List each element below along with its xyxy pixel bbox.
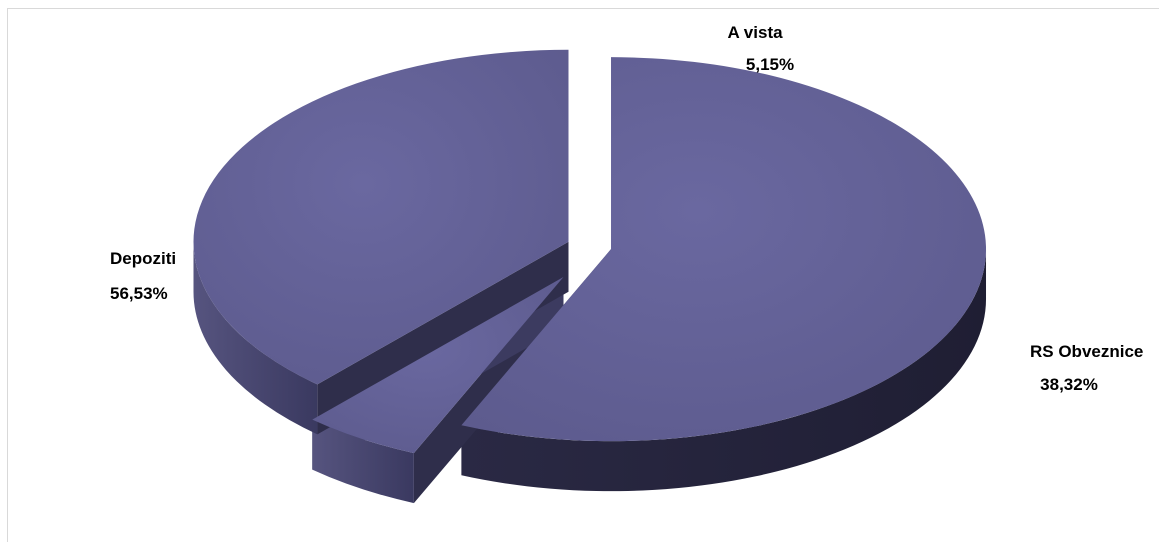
label-depoziti-value: 56,53% [110, 284, 168, 303]
slice-depoziti[interactable] [461, 57, 987, 442]
label-depoziti-name: Depoziti [110, 249, 176, 268]
slice-a-vista[interactable] [312, 277, 564, 454]
slice-rim-a-vista [312, 419, 414, 504]
label-rsobveznice-name: RS Obveznice [1030, 342, 1143, 361]
label-rsobveznice-value: 38,32% [1040, 375, 1098, 394]
label-avista-name: A vista [727, 23, 783, 42]
chart-frame [7, 8, 1159, 542]
slice-rim-rs-obveznice [193, 241, 318, 435]
slice-rim-depoziti [461, 249, 987, 492]
slice-rs-obveznice[interactable] [193, 49, 569, 385]
label-avista-value: 5,15% [746, 55, 794, 74]
